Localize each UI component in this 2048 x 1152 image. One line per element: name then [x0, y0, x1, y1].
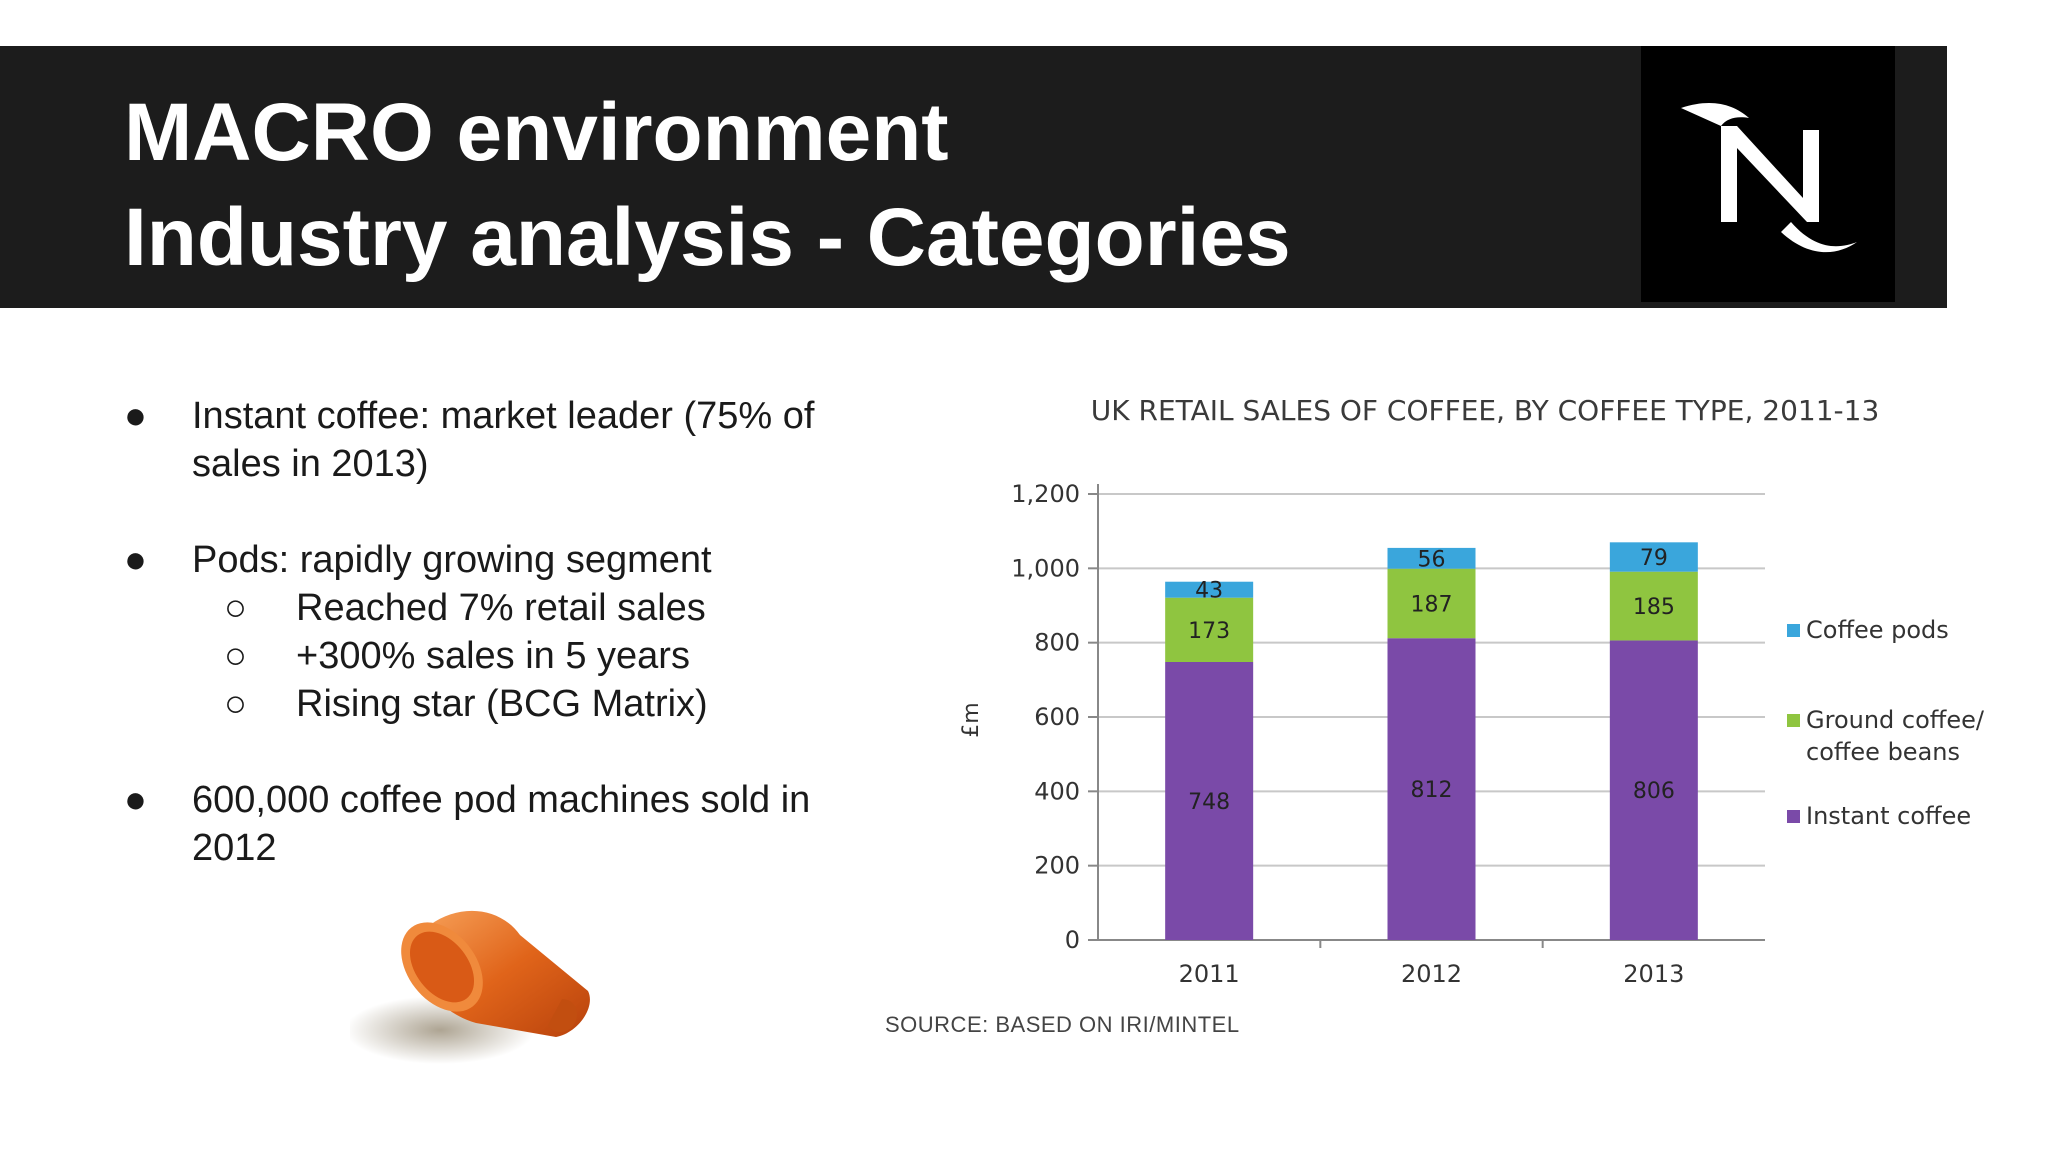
legend-label: Instant coffee	[1806, 802, 1971, 830]
legend-swatch	[1787, 714, 1800, 727]
bullet-dot: ●	[124, 779, 147, 821]
y-axis-label: £m	[959, 702, 984, 737]
sub-bullet-text: Rising star (BCG Matrix)	[296, 683, 708, 725]
bar-segment	[1387, 547, 1476, 569]
sub-bullet-item: ○ Reached 7% retail sales	[124, 584, 884, 632]
sub-bullet-circle: ○	[224, 683, 247, 725]
sub-bullet-item: ○ +300% sales in 5 years	[124, 632, 884, 680]
coffee-capsule-icon	[345, 910, 590, 1064]
title-band	[0, 46, 1947, 308]
slide-title: MACRO environment Industry analysis - Ca…	[124, 80, 1291, 290]
chart-bars	[1165, 542, 1698, 940]
legend-swatch	[1787, 810, 1800, 823]
sub-bullet-circle: ○	[224, 635, 247, 677]
bar-segment	[1165, 597, 1254, 662]
bar-segment	[1609, 640, 1698, 940]
bar-segment	[1165, 581, 1254, 598]
data-label: 173	[1188, 619, 1230, 644]
chart-source: SOURCE: BASED ON IRI/MINTEL	[885, 1012, 1240, 1037]
bar-segment	[1387, 568, 1476, 639]
chart-data-labels: 748 173 43 812 187 56 806 185 79	[1188, 546, 1675, 815]
bullet-dot: ●	[124, 539, 147, 581]
bullet-item: ● Pods: rapidly growing segment	[124, 536, 884, 584]
bullet-text-line: 2012	[192, 827, 277, 869]
bullet-text-line: sales in 2013)	[192, 443, 429, 485]
sub-bullet-item: ○ Rising star (BCG Matrix)	[124, 680, 884, 728]
data-label: 185	[1633, 595, 1675, 620]
legend-label: Ground coffee/	[1806, 706, 1985, 734]
bar-segment	[1387, 638, 1476, 940]
data-label: 79	[1640, 546, 1668, 571]
bullet-item: ● 600,000 coffee pod machines sold in 20…	[124, 776, 884, 872]
sub-bullet-circle: ○	[224, 587, 247, 629]
chart-axes: 0 200 400 600 800 1,000 1,200 2011 2012 2013	[1011, 480, 1765, 988]
sub-bullet-text: +300% sales in 5 years	[296, 635, 690, 677]
x-tick-label: 2012	[1401, 960, 1462, 988]
legend-label: Coffee pods	[1806, 616, 1949, 644]
y-tick-label: 1,000	[1011, 554, 1080, 582]
y-tick-label: 200	[1034, 852, 1080, 880]
data-label: 812	[1411, 778, 1453, 803]
title-line-1: MACRO environment	[124, 87, 949, 178]
y-tick-label: 400	[1034, 777, 1080, 805]
data-label: 748	[1188, 790, 1230, 815]
chart-title: UK RETAIL SALES OF COFFEE, BY COFFEE TYP…	[1091, 394, 1880, 427]
y-tick-label: 1,200	[1011, 480, 1080, 508]
bullet-item: ● Instant coffee: market leader (75% of …	[124, 392, 884, 488]
y-tick-label: 600	[1034, 703, 1080, 731]
bullet-dot: ●	[124, 395, 147, 437]
coffee-sales-chart: UK RETAIL SALES OF COFFEE, BY COFFEE TYP…	[959, 394, 1985, 988]
legend-label: coffee beans	[1806, 738, 1960, 766]
data-label: 43	[1195, 579, 1223, 604]
title-line-2: Industry analysis - Categories	[124, 192, 1291, 283]
bullet-text-line: Pods: rapidly growing segment	[192, 539, 712, 581]
x-tick-label: 2013	[1623, 960, 1684, 988]
bullet-text-line: Instant coffee: market leader (75% of	[192, 395, 815, 437]
data-label: 187	[1411, 592, 1453, 617]
bar-segment	[1609, 542, 1698, 572]
bullet-text-line: 600,000 coffee pod machines sold in	[192, 779, 811, 821]
legend-swatch	[1787, 624, 1800, 637]
nespresso-n-logo-icon	[1681, 103, 1857, 253]
y-tick-label: 800	[1034, 629, 1080, 657]
chart-legend: Coffee pods Ground coffee/coffee beans Ins…	[1787, 616, 1985, 830]
y-tick-label: 0	[1065, 926, 1080, 954]
coffee-capsule-image	[345, 895, 610, 1080]
bullet-list: ● Instant coffee: market leader (75% of …	[124, 392, 884, 872]
sub-bullet-text: Reached 7% retail sales	[296, 587, 706, 629]
data-label: 806	[1633, 779, 1675, 804]
data-label: 56	[1418, 547, 1446, 572]
nespresso-logo	[1641, 46, 1895, 302]
bar-segment	[1609, 571, 1698, 641]
bar-segment	[1165, 661, 1254, 940]
x-tick-label: 2011	[1179, 960, 1240, 988]
